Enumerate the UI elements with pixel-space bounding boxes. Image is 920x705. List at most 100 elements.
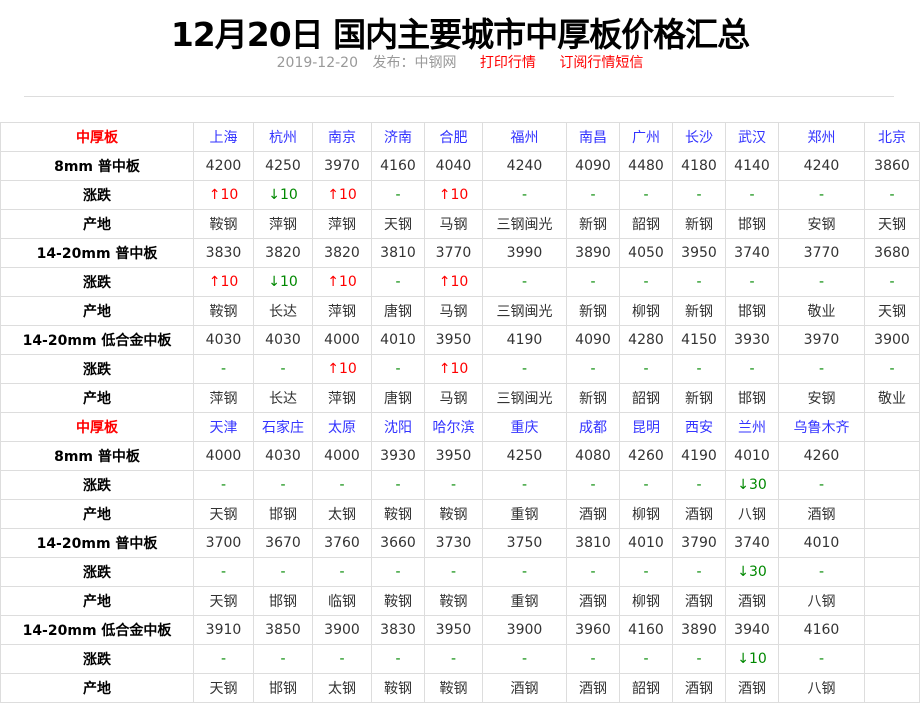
table-row-origin: 产地 天钢 邯钢 太钢 鞍钢 鞍钢 重钢 酒钢 柳钢 酒钢 八钢 酒钢 [0,499,920,529]
origin-cell: 三钢闽光 [482,296,567,326]
city-link[interactable]: 石家庄 [253,412,313,442]
table-row-origin: 产地 天钢 邯钢 太钢 鞍钢 鞍钢 酒钢 酒钢 韶钢 酒钢 酒钢 八钢 [0,673,920,703]
price-cell: 3760 [312,528,372,558]
city-link[interactable]: 武汉 [725,122,779,152]
city-link[interactable]: 成都 [566,412,620,442]
origin-cell: 酒钢 [672,499,726,529]
price-cell: 4040 [424,151,483,181]
price-cell: 4010 [778,528,865,558]
city-link[interactable]: 合肥 [424,122,483,152]
origin-cell: 韶钢 [619,209,673,239]
city-link[interactable]: 福州 [482,122,567,152]
table-row-origin: 产地 鞍钢 萍钢 萍钢 天钢 马钢 三钢闽光 新钢 韶钢 新钢 邯钢 安钢 天钢 [0,209,920,239]
city-link[interactable]: 上海 [193,122,254,152]
change-cell: - [619,557,673,587]
row-label: 涨跌 [0,470,194,500]
row-label: 涨跌 [0,644,194,674]
change-cell: - [566,470,620,500]
origin-cell: 酒钢 [672,673,726,703]
change-cell: - [619,267,673,297]
city-link[interactable]: 重庆 [482,412,567,442]
origin-cell: 酒钢 [566,673,620,703]
subscribe-link[interactable]: 订阅行情短信 [559,55,644,71]
city-link[interactable]: 济南 [371,122,425,152]
origin-cell: 天钢 [864,209,920,239]
price-cell: 4160 [371,151,425,181]
change-cell: - [864,180,920,210]
city-link[interactable]: 太原 [312,412,372,442]
change-cell: - [864,267,920,297]
table-row-change: 涨跌 - - - - - - - - - ↓30- [0,470,920,500]
origin-cell: 鞍钢 [371,673,425,703]
change-cell: - [566,267,620,297]
price-cell: 4050 [619,238,673,268]
change-cell: ↓10 [253,180,313,210]
city-link[interactable]: 西安 [672,412,726,442]
origin-cell: 唐钢 [371,383,425,413]
origin-cell: 柳钢 [619,586,673,616]
change-cell: - [778,180,865,210]
city-link[interactable]: 沈阳 [371,412,425,442]
table-row-change: 涨跌 - - - - - - - - - ↓30- [0,557,920,587]
change-cell: - [619,644,673,674]
change-cell: - [672,180,726,210]
origin-cell: 柳钢 [619,499,673,529]
article-meta: 2019-12-20 发布：中钢网 打印行情 订阅行情短信 [0,52,920,72]
origin-cell: 韶钢 [619,673,673,703]
price-cell: 4030 [193,325,254,355]
origin-cell: 酒钢 [725,673,779,703]
origin-cell: 萍钢 [312,383,372,413]
row-label: 14-20mm 低合金中板 [0,325,194,355]
row-label: 14-20mm 普中板 [0,528,194,558]
origin-cell: 酒钢 [725,586,779,616]
price-cell: 4140 [725,151,779,181]
change-cell: - [482,354,567,384]
price-cell: 4250 [253,151,313,181]
price-cell [864,615,920,645]
city-link[interactable]: 广州 [619,122,673,152]
origin-cell: 邯钢 [253,673,313,703]
city-link[interactable]: 南昌 [566,122,620,152]
price-cell: 4280 [619,325,673,355]
page-title: 12月20日 国内主要城市中厚板价格汇总 [170,15,750,54]
change-cell: - [371,557,425,587]
price-cell: 3830 [371,615,425,645]
price-cell: 3930 [371,441,425,471]
city-link[interactable]: 兰州 [725,412,779,442]
origin-cell: 安钢 [778,383,865,413]
print-link[interactable]: 打印行情 [479,55,536,71]
price-cell: 3820 [253,238,313,268]
price-cell: 4160 [778,615,865,645]
price-cell: 4190 [672,441,726,471]
city-link[interactable]: 乌鲁木齐 [778,412,865,442]
city-link[interactable]: 南京 [312,122,372,152]
table-row-price: 14-20mm 低合金中板 3910 3850 3900 3830 3950 3900 396… [0,615,920,645]
change-cell: - [253,557,313,587]
change-cell: - [253,354,313,384]
origin-cell: 邯钢 [725,383,779,413]
table-row-change: 涨跌 - - ↑10- ↑10- - - - - - - [0,354,920,384]
table-row-change: 涨跌 - - - - - - - - - ↓10- [0,644,920,674]
origin-cell: 天钢 [193,586,254,616]
row-label: 8mm 普中板 [0,441,194,471]
change-cell: - [778,267,865,297]
city-link[interactable]: 长沙 [672,122,726,152]
city-link[interactable]: 昆明 [619,412,673,442]
change-cell: ↑10 [312,354,372,384]
city-link[interactable]: 杭州 [253,122,313,152]
price-cell: 3890 [566,238,620,268]
origin-cell: 酒钢 [566,586,620,616]
change-cell: - [253,644,313,674]
city-link[interactable]: 天津 [193,412,254,442]
change-cell: - [725,180,779,210]
price-cell: 3770 [778,238,865,268]
city-link[interactable]: 北京 [864,122,920,152]
city-link[interactable]: 哈尔滨 [424,412,483,442]
table-row-change: 涨跌 ↑10 ↓10 ↑10- ↑10- - - - - - - [0,180,920,210]
origin-cell: 新钢 [672,296,726,326]
change-cell: - [672,470,726,500]
city-link[interactable]: 郑州 [778,122,865,152]
price-cell: 3950 [424,441,483,471]
price-cell: 4090 [566,325,620,355]
table-row-price: 14-20mm 普中板 3700 3670 3760 3660 3730 3750 3810 4… [0,528,920,558]
